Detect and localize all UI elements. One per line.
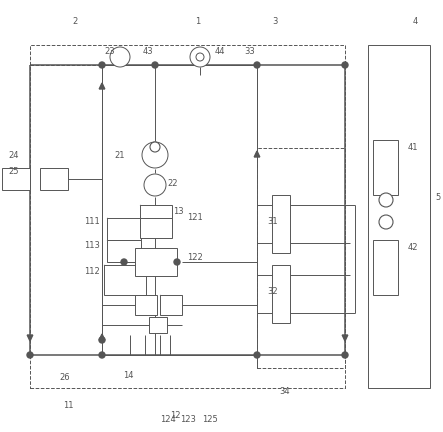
Bar — [102, 65, 257, 355]
Bar — [107, 240, 141, 262]
Circle shape — [379, 193, 393, 207]
Text: 26: 26 — [60, 374, 70, 382]
Text: 2: 2 — [72, 18, 78, 26]
Text: 3: 3 — [272, 18, 278, 26]
Circle shape — [196, 53, 204, 61]
Text: 44: 44 — [215, 48, 225, 57]
Text: 42: 42 — [408, 244, 418, 252]
Polygon shape — [254, 151, 260, 157]
Text: 112: 112 — [84, 267, 100, 276]
Text: 34: 34 — [280, 388, 290, 397]
Bar — [135, 295, 157, 315]
Bar — [373, 240, 398, 295]
Circle shape — [342, 62, 348, 68]
Text: 113: 113 — [84, 241, 100, 250]
Text: 123: 123 — [180, 416, 196, 425]
Bar — [272, 195, 290, 253]
Text: 122: 122 — [187, 254, 203, 263]
Polygon shape — [342, 335, 348, 341]
Circle shape — [254, 62, 260, 68]
Text: 33: 33 — [245, 48, 255, 57]
Circle shape — [190, 47, 210, 67]
Circle shape — [174, 259, 180, 265]
Polygon shape — [99, 334, 105, 340]
Text: 111: 111 — [84, 217, 100, 226]
Bar — [107, 218, 141, 240]
Text: 11: 11 — [63, 400, 73, 410]
Text: 22: 22 — [168, 178, 178, 187]
Polygon shape — [27, 335, 33, 341]
Circle shape — [144, 174, 166, 196]
Bar — [30, 45, 345, 388]
Text: 12: 12 — [170, 410, 180, 419]
Bar — [257, 148, 345, 368]
Circle shape — [99, 352, 105, 358]
Circle shape — [152, 62, 158, 68]
Circle shape — [342, 352, 348, 358]
Bar — [149, 317, 167, 333]
Text: 125: 125 — [202, 416, 218, 425]
Bar — [40, 168, 68, 190]
Bar — [140, 218, 172, 238]
Circle shape — [150, 142, 160, 152]
Text: 24: 24 — [9, 150, 19, 159]
Bar — [140, 205, 172, 227]
Circle shape — [379, 215, 393, 229]
Text: 25: 25 — [9, 168, 19, 177]
Bar — [135, 248, 177, 276]
Text: 1: 1 — [195, 18, 201, 26]
Bar — [373, 140, 398, 195]
Text: 31: 31 — [268, 217, 278, 226]
Bar — [104, 265, 146, 295]
Circle shape — [142, 142, 168, 168]
Circle shape — [99, 62, 105, 68]
Text: 43: 43 — [143, 48, 153, 57]
Bar — [2, 168, 30, 190]
Text: 32: 32 — [268, 288, 278, 296]
Text: 5: 5 — [435, 194, 441, 203]
Circle shape — [254, 352, 260, 358]
Text: 121: 121 — [187, 213, 203, 222]
Polygon shape — [99, 83, 105, 89]
Circle shape — [121, 259, 127, 265]
Text: 124: 124 — [160, 416, 176, 425]
Text: 4: 4 — [412, 18, 418, 26]
Text: 23: 23 — [105, 48, 115, 57]
Circle shape — [99, 337, 105, 343]
Circle shape — [110, 47, 130, 67]
Bar — [160, 295, 182, 315]
Text: 14: 14 — [123, 371, 133, 379]
Text: 13: 13 — [173, 207, 183, 216]
Bar — [368, 45, 430, 388]
Text: 21: 21 — [115, 150, 125, 159]
Bar — [272, 265, 290, 323]
Text: 41: 41 — [408, 143, 418, 152]
Circle shape — [27, 352, 33, 358]
